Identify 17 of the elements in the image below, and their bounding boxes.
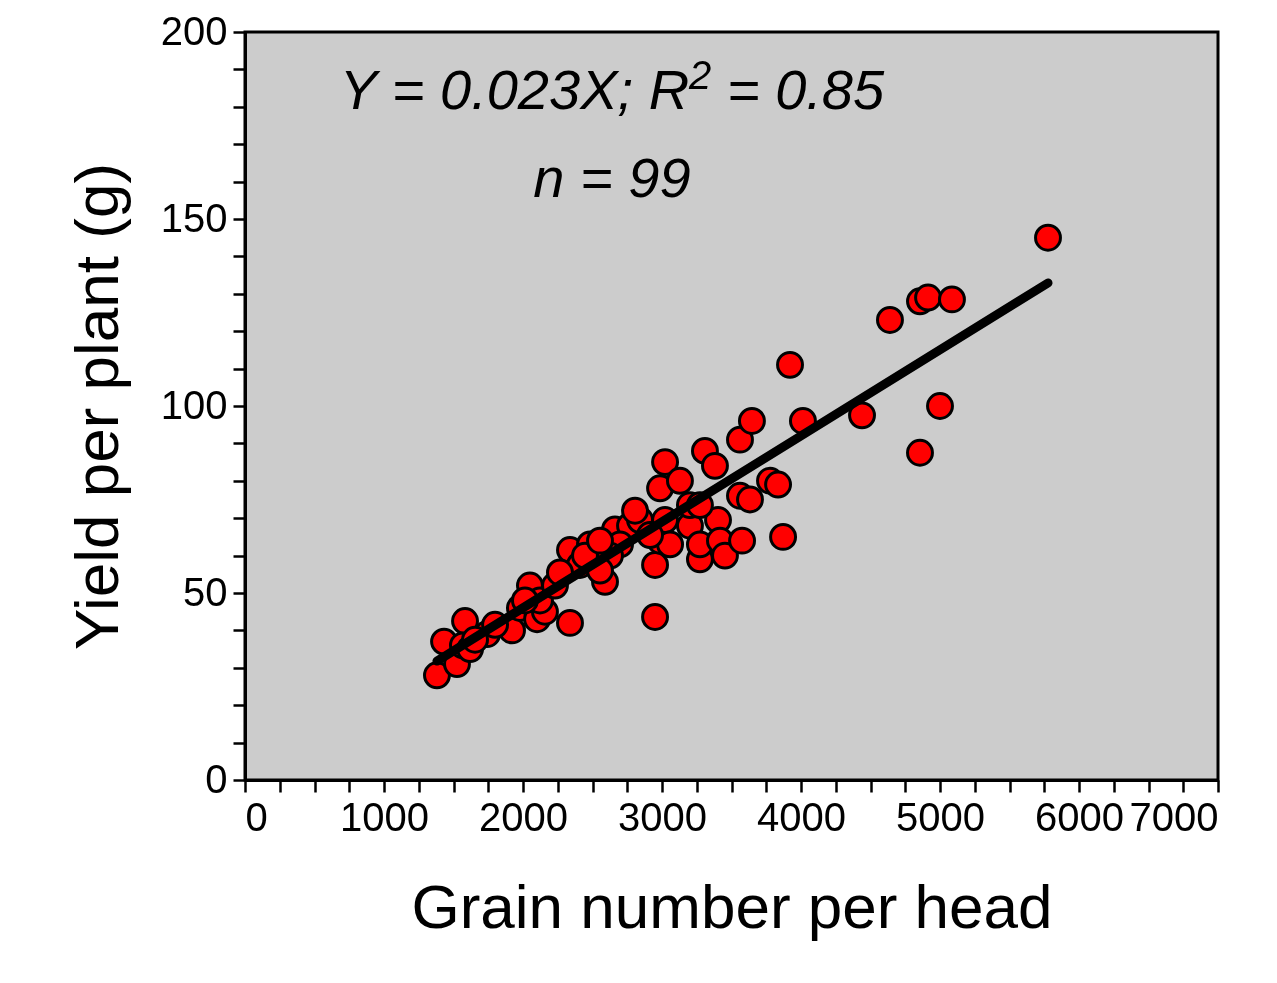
y-tick-label: 200 — [160, 8, 228, 53]
y-tick-label: 50 — [183, 569, 228, 614]
annotation: Y = 0.023X; R$^{2}$ = 0.85 — [339, 53, 885, 121]
x-tick-label: 5000 — [896, 794, 985, 839]
x-tick-label: 6000 — [1035, 794, 1124, 839]
x-tick-label: 2000 — [479, 794, 568, 839]
y-tick-label: 0 — [205, 756, 228, 801]
y-tick-label: 100 — [160, 382, 228, 427]
x-tick-label: 4000 — [757, 794, 846, 839]
x-tick-label: 0 — [245, 794, 268, 839]
x-tick-label: 1000 — [340, 794, 429, 839]
y-axis-title: Yield per plant (g) — [61, 162, 131, 651]
x-tick-label: 3000 — [618, 794, 707, 839]
x-axis-title: Grain number per head — [411, 871, 1053, 941]
x-tick-label: 7000 — [1129, 794, 1219, 839]
y-tick-label: 150 — [160, 195, 228, 240]
annotation: n = 99 — [533, 146, 691, 209]
